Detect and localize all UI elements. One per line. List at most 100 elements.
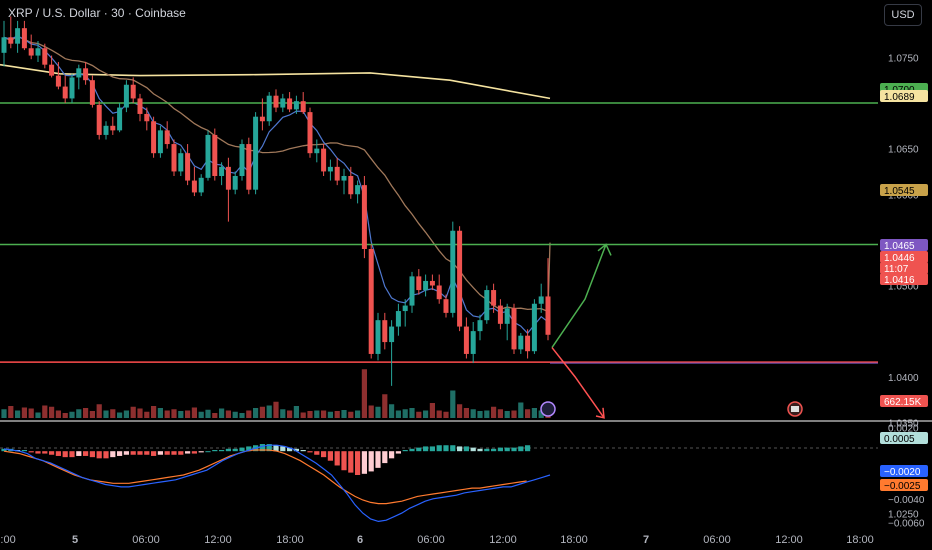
volume-bar <box>1 409 7 418</box>
volume-bar <box>225 410 231 418</box>
macd-histogram-bar <box>110 451 116 458</box>
macd-histogram-bar <box>355 451 361 475</box>
candle-body <box>1 37 7 53</box>
time-axis-tick: 12:00 <box>489 534 517 546</box>
volume-bar <box>42 405 48 418</box>
candle-body <box>144 113 150 122</box>
macd-histogram-bar <box>266 444 272 452</box>
volume-bar <box>8 406 14 418</box>
volume-bar <box>300 412 306 418</box>
candle-body <box>368 249 374 354</box>
macd-tag-label: −0.0025 <box>884 481 921 492</box>
candle-body <box>450 230 456 313</box>
macd-histogram-bar <box>164 451 170 455</box>
volume-bar <box>178 411 184 418</box>
volume-bar <box>62 413 68 418</box>
candle-body <box>110 125 116 131</box>
volume-bar <box>314 410 320 418</box>
volume-bar <box>130 406 136 418</box>
candle-body <box>395 311 401 327</box>
macd-histogram-bar <box>477 448 483 452</box>
price-tag-label: 1.0689 <box>884 92 915 103</box>
candle-body <box>151 121 157 154</box>
volume-bar <box>375 406 381 418</box>
volume-bar <box>518 402 524 418</box>
macd-tag <box>880 432 928 444</box>
macd-histogram-bar <box>497 447 503 452</box>
macd-histogram-bar <box>470 447 476 452</box>
volume-bar <box>21 407 27 418</box>
candle-body <box>314 148 320 154</box>
macd-histogram-bar <box>402 450 408 452</box>
macd-histogram-bar <box>321 451 327 458</box>
candle-body <box>8 37 14 44</box>
candle-body <box>76 68 82 78</box>
volume-bar <box>239 413 245 418</box>
macd-histogram-bar <box>171 451 177 455</box>
macd-histogram-bar <box>69 451 75 458</box>
time-axis-tick: 12:00 <box>775 534 803 546</box>
macd-tag-label: 0.0005 <box>884 434 915 445</box>
price-axis-tick: 1.0650 <box>888 145 919 156</box>
macd-histogram-bar <box>212 450 218 452</box>
volume-bar <box>450 390 456 418</box>
volume-bar <box>443 411 449 418</box>
volume-bar <box>307 411 313 418</box>
volume-bar <box>409 408 415 418</box>
time-axis-tick: 5 <box>72 534 78 546</box>
candle-body <box>518 335 524 350</box>
candle-body <box>409 276 415 306</box>
volume-bar <box>144 411 150 418</box>
volume-bar <box>334 411 340 418</box>
time-axis-tick: 06:00 <box>132 534 160 546</box>
volume-bar <box>212 413 218 418</box>
macd-histogram-bar <box>361 451 367 474</box>
macd-histogram-bar <box>259 444 265 452</box>
macd-histogram-bar <box>62 451 68 458</box>
candle-body <box>212 134 218 176</box>
candle-body <box>436 285 442 300</box>
candle-body <box>259 116 265 122</box>
macd-histogram-bar <box>395 451 401 454</box>
candle-body <box>185 153 191 181</box>
macd-histogram-bar <box>423 446 429 452</box>
macd-histogram-bar <box>293 448 299 452</box>
volume-bar <box>484 410 490 418</box>
macd-axis-tick: −0.0060 <box>888 519 925 530</box>
volume-bar <box>110 409 116 418</box>
volume-bar <box>477 411 483 418</box>
macd-histogram-bar <box>307 451 313 453</box>
volume-bar <box>15 410 21 418</box>
flag-event-glyph <box>791 406 799 412</box>
macd-histogram-bar <box>1 448 7 452</box>
volume-bar <box>402 409 408 418</box>
candle-body <box>361 185 367 249</box>
candle-body <box>504 308 510 324</box>
macd-histogram-bar <box>287 447 293 452</box>
macd-histogram-bar <box>511 447 517 452</box>
volume-bar <box>368 405 374 418</box>
volume-bar <box>35 412 41 418</box>
candle-body <box>164 130 170 145</box>
candle-body <box>491 290 497 306</box>
macd-histogram-bar <box>151 451 157 456</box>
volume-bar <box>164 410 170 418</box>
volume-bar <box>137 408 143 418</box>
macd-histogram-bar <box>375 451 381 468</box>
sma-mid-line <box>3 35 551 313</box>
macd-histogram-bar <box>123 451 129 455</box>
macd-histogram-bar <box>450 445 456 452</box>
macd-histogram-bar <box>341 451 347 471</box>
macd-histogram-bar <box>55 451 61 456</box>
candle-body <box>103 125 109 135</box>
currency-button[interactable]: USD <box>884 4 922 26</box>
volume-bar <box>389 404 395 418</box>
candle-body <box>253 116 259 190</box>
macd-histogram-bar <box>178 451 184 455</box>
macd-histogram-bar <box>409 448 415 452</box>
volume-bar <box>259 406 265 418</box>
volume-bar <box>327 411 333 418</box>
candle-body <box>545 296 551 335</box>
macd-tag <box>880 479 928 491</box>
